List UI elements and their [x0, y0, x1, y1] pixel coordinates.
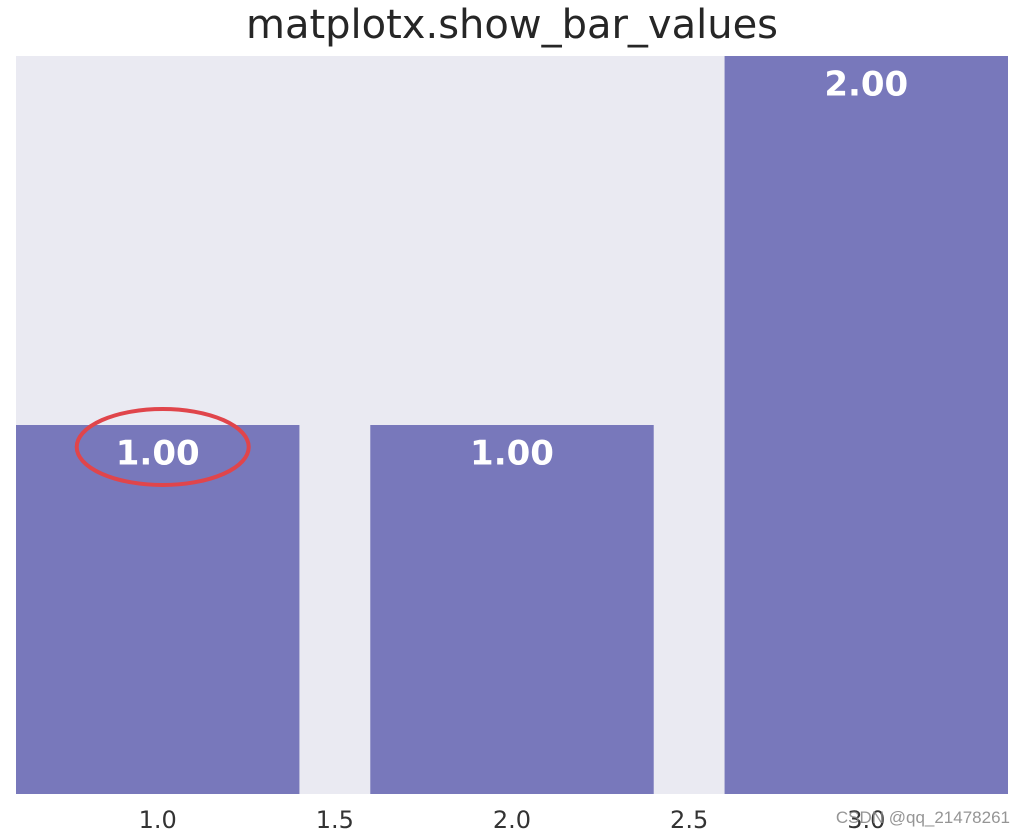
x-tick-label-5: 3.0 [847, 806, 885, 834]
chart-title: matplotx.show_bar_values [246, 2, 778, 48]
bar-1 [16, 425, 300, 794]
annotation-layer [74, 407, 251, 487]
bar-3 [724, 56, 1008, 794]
x-tick-label-3: 2.0 [493, 806, 531, 834]
x-tick-label-2: 1.5 [316, 806, 354, 834]
x-axis-ticks: 1.0 1.5 2.0 2.5 3.0 [139, 806, 886, 834]
bar-value-label-2: 1.00 [470, 434, 554, 474]
x-tick-label-1: 1.0 [139, 806, 177, 834]
bars-layer: 1.00 1.00 2.00 [16, 56, 1008, 794]
bar-2 [370, 425, 654, 794]
watermark: CSDN @qq_21478261 [835, 808, 1010, 827]
bar-value-label-3: 2.00 [824, 65, 908, 105]
highlight-ellipse [74, 407, 251, 487]
x-tick-label-4: 2.5 [670, 806, 708, 834]
bar-value-label-1: 1.00 [116, 434, 200, 474]
